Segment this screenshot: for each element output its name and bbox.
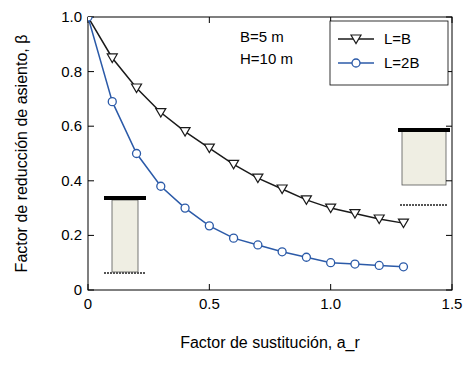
legend-marker <box>352 59 360 67</box>
data-point <box>327 259 335 267</box>
data-point <box>205 222 213 230</box>
y-tick-label: 0 <box>74 281 82 298</box>
x-tick <box>452 17 453 23</box>
y-tick <box>88 235 94 236</box>
x-axis-label: Factor de sustitución, a_r <box>180 334 360 352</box>
data-point <box>132 84 142 93</box>
x-tick-label: 0.5 <box>199 295 220 312</box>
annotation: B=5 m <box>240 28 284 45</box>
y-tick-label: 0.2 <box>61 226 82 243</box>
legend-marker <box>351 35 361 44</box>
data-point <box>229 160 239 169</box>
x-tick <box>209 17 210 23</box>
x-tick-label: 0 <box>84 295 92 312</box>
base-icon <box>400 204 448 206</box>
y-tick-label: 0.4 <box>61 172 82 189</box>
data-point <box>350 210 360 219</box>
x-tick <box>88 284 89 290</box>
data-point <box>108 98 116 106</box>
footing-icon <box>398 128 450 132</box>
plot-frame <box>88 17 452 290</box>
data-point <box>278 248 286 256</box>
legend-label: L=2B <box>384 54 419 71</box>
data-point <box>157 182 165 190</box>
data-point <box>230 234 238 242</box>
data-point <box>133 150 141 158</box>
x-tick <box>330 284 331 290</box>
data-point <box>253 174 263 183</box>
column-icon <box>112 200 138 272</box>
data-point <box>302 253 310 261</box>
data-point <box>88 17 92 21</box>
base-icon <box>104 272 146 274</box>
footing-icon <box>104 196 146 200</box>
data-point <box>181 204 189 212</box>
data-point <box>374 215 384 224</box>
data-point <box>375 261 383 269</box>
data-point <box>107 54 117 63</box>
y-tick <box>88 126 94 127</box>
y-tick <box>446 235 452 236</box>
y-tick-label: 0.8 <box>61 63 82 80</box>
annotation: H=10 m <box>240 50 293 67</box>
y-tick <box>446 180 452 181</box>
legend-box <box>330 21 448 85</box>
y-tick <box>446 17 452 18</box>
data-point <box>351 260 359 268</box>
data-point <box>301 196 311 205</box>
y-tick <box>88 180 94 181</box>
y-tick <box>88 290 94 291</box>
data-point <box>180 128 190 137</box>
data-point <box>277 185 287 194</box>
legend: L=B L=2B <box>330 21 448 85</box>
x-tick-label: 1.0 <box>320 295 341 312</box>
data-point <box>254 241 262 249</box>
y-tick <box>446 290 452 291</box>
data-point <box>398 219 408 228</box>
y-axis-label: Factor de reducción de asiento, β <box>13 35 30 273</box>
y-tick-label: 1.0 <box>61 8 82 25</box>
chart: 0 0.5 1.0 1.5 0 0.2 0.4 0.6 0.8 1.0 Factor de sust… <box>0 0 474 376</box>
y-tick <box>88 71 94 72</box>
x-tick-label: 1.5 <box>442 295 463 312</box>
x-tick <box>452 284 453 290</box>
legend-label: L=B <box>384 30 411 47</box>
data-point <box>156 109 166 118</box>
x-tick <box>209 284 210 290</box>
data-point <box>326 204 336 213</box>
y-tick <box>446 126 452 127</box>
icons <box>104 128 450 273</box>
y-tick-label: 0.6 <box>61 117 82 134</box>
data-point <box>204 144 214 153</box>
axes: 0 0.5 1.0 1.5 0 0.2 0.4 0.6 0.8 1.0 <box>61 8 462 312</box>
data-point <box>399 263 407 271</box>
data-point <box>88 17 93 22</box>
block-icon <box>402 131 446 185</box>
